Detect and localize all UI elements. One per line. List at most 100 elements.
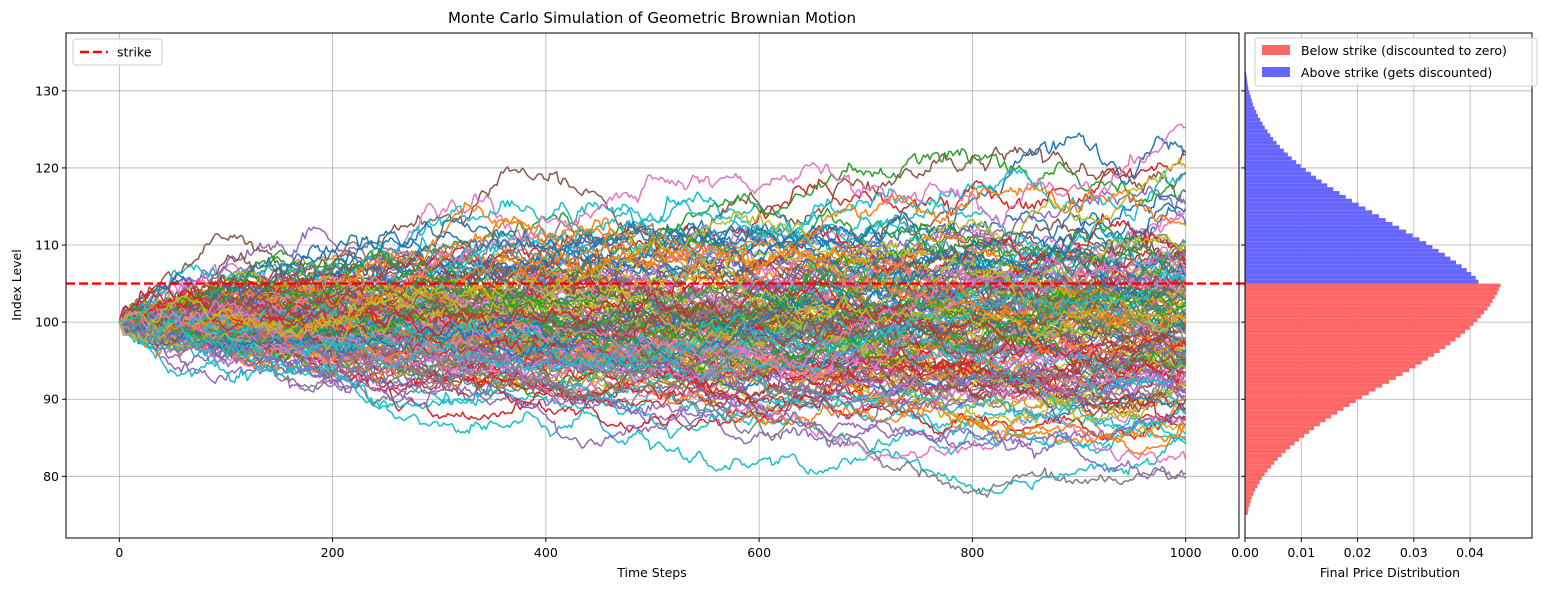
below-strike-bar-33 [1245, 384, 1382, 388]
above-strike-bar-47 [1245, 99, 1252, 103]
above-strike-bar-11 [1245, 237, 1419, 241]
main-xlabel: Time Steps [616, 565, 687, 580]
below-strike-bar-40 [1245, 357, 1428, 361]
below-strike-bar-29 [1245, 399, 1356, 403]
above-strike-bar-5 [1245, 260, 1456, 264]
main-ytick-label-5: 130 [35, 83, 59, 98]
below-strike-bar-21 [1245, 430, 1309, 434]
legend-below-label: Below strike (discounted to zero) [1301, 43, 1507, 58]
below-strike-bar-14 [1245, 457, 1278, 461]
below-strike-bar-30 [1245, 395, 1362, 399]
main-xtick-label-2: 400 [534, 545, 558, 560]
above-strike-bar-34 [1245, 149, 1284, 153]
below-strike-bar-57 [1245, 291, 1497, 295]
below-strike-bar-42 [1245, 349, 1440, 353]
below-strike-bar-18 [1245, 442, 1295, 446]
main-ylabel: Index Level [9, 249, 24, 320]
below-strike-bar-25 [1245, 415, 1331, 419]
main-xtick-label-3: 600 [747, 545, 771, 560]
below-strike-bar-2 [1245, 503, 1250, 507]
above-strike-bar-28 [1245, 172, 1311, 176]
main-xtick-label-1: 200 [321, 545, 345, 560]
below-strike-bar-13 [1245, 461, 1274, 465]
below-strike-bar-59 [1245, 284, 1500, 288]
above-strike-bar-32 [1245, 156, 1292, 160]
below-strike-bar-34 [1245, 380, 1389, 384]
main-ytick-label-0: 80 [43, 469, 59, 484]
below-strike-bar-19 [1245, 438, 1299, 442]
below-strike-bar-24 [1245, 418, 1325, 422]
above-strike-bar-19 [1245, 206, 1365, 210]
above-strike-bar-50 [1245, 87, 1248, 91]
above-strike-bar-22 [1245, 195, 1346, 199]
below-strike-bar-31 [1245, 392, 1369, 396]
above-strike-bar-40 [1245, 126, 1265, 130]
legend-below-swatch [1262, 45, 1290, 55]
above-strike-bar-43 [1245, 114, 1258, 118]
below-strike-bar-6 [1245, 488, 1255, 492]
hist-xtick-label-0: 0.00 [1231, 545, 1259, 560]
below-strike-bar-12 [1245, 465, 1271, 469]
below-strike-bar-26 [1245, 411, 1337, 415]
below-strike-bar-38 [1245, 365, 1416, 369]
below-strike-bar-43 [1245, 345, 1445, 349]
main-xtick-label-4: 800 [960, 545, 984, 560]
below-strike-bar-55 [1245, 299, 1493, 303]
above-strike-bar-17 [1245, 214, 1379, 218]
below-strike-bar-20 [1245, 434, 1304, 438]
below-strike-bar-3 [1245, 499, 1251, 503]
below-strike-bar-8 [1245, 480, 1260, 484]
above-strike-bar-20 [1245, 203, 1359, 207]
below-strike-bar-47 [1245, 330, 1465, 334]
below-strike-bar-32 [1245, 388, 1376, 392]
above-strike-bar-30 [1245, 164, 1301, 168]
above-strike-bar-15 [1245, 222, 1392, 226]
above-strike-bar-42 [1245, 118, 1260, 122]
below-strike-bar-7 [1245, 484, 1257, 488]
below-strike-bar-36 [1245, 372, 1403, 376]
above-strike-bar-45 [1245, 106, 1255, 110]
above-strike-bar-27 [1245, 176, 1316, 180]
above-strike-bar-7 [1245, 253, 1445, 257]
below-strike-bar-10 [1245, 472, 1265, 476]
above-strike-bar-37 [1245, 137, 1273, 141]
above-strike-bar-38 [1245, 133, 1270, 137]
above-strike-bar-1 [1245, 276, 1476, 280]
main-ytick-label-2: 100 [35, 315, 59, 330]
main-title: Monte Carlo Simulation of Geometric Brow… [448, 9, 856, 27]
hist-xtick-label-3: 0.03 [1400, 545, 1428, 560]
above-strike-bar-33 [1245, 153, 1288, 157]
main-xtick-label-5: 1000 [1170, 545, 1202, 560]
above-strike-bar-12 [1245, 233, 1413, 237]
above-strike-bar-29 [1245, 168, 1306, 172]
below-strike-bar-28 [1245, 403, 1350, 407]
above-strike-bar-8 [1245, 249, 1439, 253]
below-strike-bar-22 [1245, 426, 1314, 430]
above-strike-bar-18 [1245, 210, 1372, 214]
below-strike-bar-4 [1245, 496, 1252, 500]
above-strike-bar-13 [1245, 230, 1406, 234]
main-ytick-label-1: 90 [43, 392, 59, 407]
below-strike-bar-56 [1245, 295, 1495, 299]
above-strike-bar-0 [1245, 280, 1479, 284]
above-strike-bar-35 [1245, 145, 1280, 149]
above-strike-bar-23 [1245, 191, 1340, 195]
main-legend: strike [73, 39, 162, 65]
above-strike-bar-21 [1245, 199, 1352, 203]
below-strike-bar-1 [1245, 507, 1248, 511]
legend-strike-label: strike [117, 45, 152, 60]
below-strike-bar-46 [1245, 334, 1461, 338]
below-strike-bar-9 [1245, 476, 1262, 480]
below-strike-bar-44 [1245, 341, 1450, 345]
above-strike-bar-48 [1245, 95, 1251, 99]
main-ytick-label-3: 110 [35, 238, 59, 253]
below-strike-bar-41 [1245, 353, 1434, 357]
above-strike-bar-9 [1245, 245, 1432, 249]
above-strike-bar-6 [1245, 257, 1450, 261]
hist-xtick-label-4: 0.04 [1456, 545, 1484, 560]
below-strike-bar-52 [1245, 311, 1484, 315]
below-strike-bar-15 [1245, 453, 1282, 457]
below-strike-bar-51 [1245, 314, 1481, 318]
